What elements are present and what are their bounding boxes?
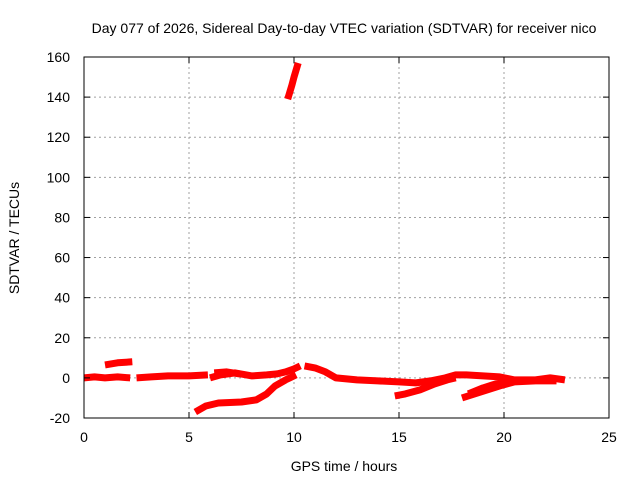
y-tick-label: -20 [50, 410, 70, 426]
data-trace [466, 378, 509, 398]
x-tick-label: 15 [391, 429, 407, 445]
data-trace [284, 62, 302, 101]
data-trace [83, 373, 131, 382]
chart-title: Day 077 of 2026, Sidereal Day-to-day VTE… [92, 20, 597, 36]
grid-lines [84, 57, 609, 418]
y-axis-ticks: -20 0 20 40 60 80 100 120 140 160 [47, 49, 609, 426]
x-axis-ticks: 0 5 10 15 20 25 [80, 57, 617, 445]
x-tick-label: 0 [80, 429, 88, 445]
x-tick-label: 10 [286, 429, 302, 445]
data-trace [394, 374, 457, 400]
y-tick-label: 120 [47, 129, 71, 145]
y-tick-label: 20 [54, 330, 70, 346]
y-tick-label: 40 [54, 290, 70, 306]
y-tick-label: 80 [54, 209, 70, 225]
data-trace [104, 358, 133, 369]
x-tick-label: 20 [496, 429, 512, 445]
y-tick-label: 160 [47, 49, 71, 65]
x-tick-label: 5 [185, 429, 193, 445]
y-tick-label: 60 [54, 250, 70, 266]
y-tick-label: 140 [47, 89, 71, 105]
plot-frame [83, 56, 610, 419]
x-tick-label: 25 [601, 429, 617, 445]
data-trace [193, 371, 298, 416]
data-marks [83, 62, 566, 416]
y-tick-label: 100 [47, 169, 71, 185]
y-axis-label: SDTVAR / TECUs [6, 182, 22, 294]
x-axis-label: GPS time / hours [291, 458, 398, 474]
data-trace [213, 368, 240, 378]
y-tick-label: 0 [62, 370, 70, 386]
data-trace [136, 371, 209, 382]
